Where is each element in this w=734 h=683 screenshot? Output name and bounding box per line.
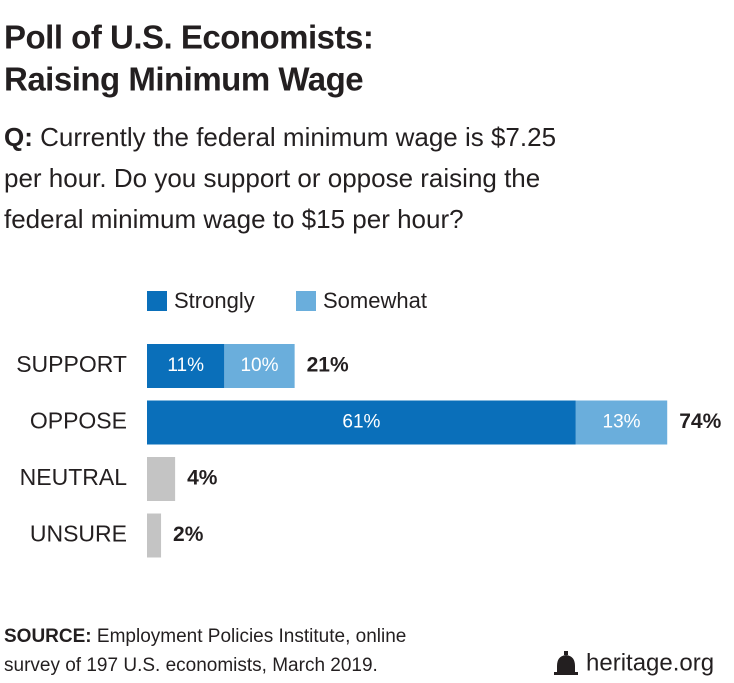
source-label: SOURCE: <box>4 626 92 647</box>
total-label: 2% <box>173 523 204 546</box>
legend-label: Somewhat <box>323 288 427 313</box>
question: federal minimum wage to $15 per hour? <box>4 204 464 234</box>
bell-icon <box>554 651 578 675</box>
value-label: 10% <box>240 355 278 376</box>
total-label: 4% <box>187 467 218 490</box>
bar-segment <box>224 344 295 388</box>
category-label: OPPOSE <box>30 408 127 434</box>
total-label: 74% <box>679 410 721 433</box>
source: SOURCE: Employment Policies Institute, o… <box>4 626 406 647</box>
bar <box>147 513 162 558</box>
category-label: UNSURE <box>30 521 127 547</box>
question-text: Currently the federal minimum wage is $7… <box>40 122 556 152</box>
bar-segment <box>575 400 668 445</box>
source-text: Employment Policies Institute, online <box>97 626 406 647</box>
question: per hour. Do you support or oppose raisi… <box>4 163 540 193</box>
bar <box>147 457 176 501</box>
source: survey of 197 U.S. economists, March 201… <box>4 655 378 676</box>
brand: heritage.org <box>586 649 714 676</box>
legend-label: Strongly <box>174 288 255 313</box>
question-prefix: Q: <box>4 122 33 152</box>
total-label: 21% <box>307 354 349 377</box>
bar-segment <box>147 400 576 445</box>
value-label: 13% <box>603 412 641 433</box>
chart-title: Poll of U.S. Economists: <box>4 19 373 56</box>
question: Q: Currently the federal minimum wage is… <box>4 122 556 152</box>
bar-segment <box>147 344 225 388</box>
value-label: 11% <box>167 355 204 376</box>
category-label: SUPPORT <box>16 351 127 377</box>
value-label: 61% <box>342 412 380 433</box>
legend-swatch <box>296 291 316 311</box>
legend-swatch <box>147 291 167 311</box>
chart-title: Raising Minimum Wage <box>4 61 363 98</box>
category-label: NEUTRAL <box>20 464 128 490</box>
